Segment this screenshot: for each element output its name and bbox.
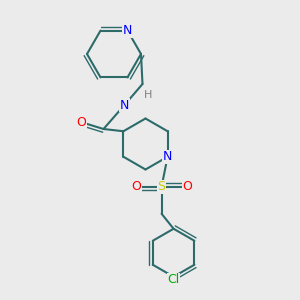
- Text: N: N: [163, 150, 172, 163]
- Text: Cl: Cl: [167, 273, 180, 286]
- Text: O: O: [182, 180, 192, 193]
- Text: N: N: [120, 98, 129, 112]
- Text: H: H: [144, 89, 153, 100]
- Text: S: S: [158, 180, 166, 193]
- Text: O: O: [131, 180, 141, 193]
- Text: O: O: [76, 116, 86, 130]
- Text: N: N: [123, 24, 132, 37]
